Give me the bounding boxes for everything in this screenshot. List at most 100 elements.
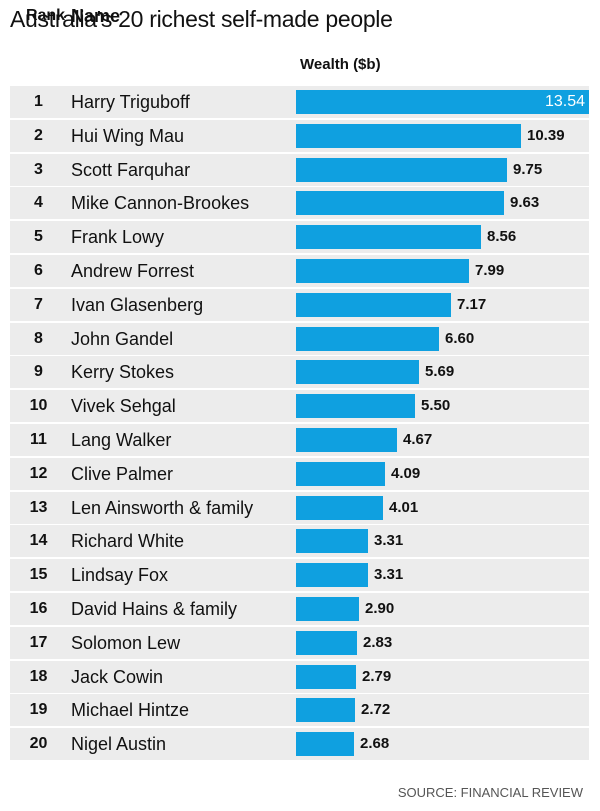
name-label: Kerry Stokes (71, 362, 175, 383)
wealth-bar (296, 563, 368, 588)
table-row: 6 Andrew Forrest 7.99 (10, 255, 589, 287)
name-label: Mike Cannon-Brookes (71, 193, 250, 214)
wealth-value-label: 9.63 (510, 194, 540, 212)
wealth-value-label: 2.68 (360, 735, 390, 753)
name-label: Michael Hintze (71, 700, 190, 721)
rank-label: 3 (34, 160, 43, 178)
rank-label: 19 (29, 701, 48, 719)
wealth-value-label: 4.01 (389, 498, 419, 516)
table-row: 20 Nigel Austin 2.68 (10, 728, 589, 761)
rank-label: 6 (34, 262, 43, 279)
wealth-bar (296, 428, 397, 452)
wealth-bar (296, 664, 356, 689)
name-label: Solomon Lew (71, 632, 181, 653)
wealth-bar (296, 394, 415, 419)
wealth-value-label: 7.99 (475, 262, 505, 279)
wealth-bar (296, 495, 383, 520)
wealth-bar (296, 292, 451, 317)
wealth-bar (296, 326, 439, 351)
table-row: 17 Solomon Lew 2.83 (10, 626, 589, 659)
table-row: 16 David Hains & family 2.90 (10, 593, 589, 625)
name-label: Scott Farquhar (71, 159, 191, 180)
wealth-bar (296, 225, 481, 250)
table-row: 19 Michael Hintze 2.72 (10, 694, 589, 727)
rank-label: 13 (29, 498, 48, 516)
name-label: Len Ainsworth & family (71, 497, 254, 518)
table-row: 18 Jack Cowin 2.79 (10, 660, 589, 693)
table-row: 13 Len Ainsworth & family 4.01 (10, 491, 589, 524)
table-row: 4 Mike Cannon-Brookes 9.63 (10, 187, 589, 220)
rank-label: 9 (34, 363, 43, 381)
wealth-bar (296, 461, 385, 486)
rank-label: 4 (34, 194, 43, 212)
table-row: 8 John Gandel 6.60 (10, 322, 589, 355)
table-row: 12 Clive Palmer 4.09 (10, 457, 589, 490)
table-row: 15 Lindsay Fox 3.31 (10, 559, 589, 592)
wealth-value-label: 3.31 (374, 532, 404, 550)
name-label: Hui Wing Mau (71, 125, 185, 146)
wealth-bar (296, 360, 419, 385)
name-label: Vivek Sehgal (71, 396, 176, 417)
table-row: 11 Lang Walker 4.67 (10, 424, 589, 456)
name-label: David Hains & family (71, 599, 238, 619)
rank-label: 5 (34, 228, 43, 246)
wealth-bar (296, 732, 354, 757)
table-row: 7 Ivan Glasenberg 7.17 (10, 288, 589, 321)
name-label: Clive Palmer (71, 463, 174, 484)
rank-label: 10 (29, 397, 48, 415)
rank-label: 2 (34, 126, 43, 144)
wealth-column-header: Wealth ($b) (300, 56, 381, 73)
name-label: John Gandel (71, 328, 174, 349)
rank-label: 1 (34, 93, 43, 110)
rank-label: 7 (34, 295, 43, 313)
name-label: Andrew Forrest (71, 261, 195, 281)
wealth-value-label: 4.09 (391, 464, 421, 482)
wealth-bar (296, 529, 368, 554)
wealth-value-label: 5.50 (421, 397, 451, 415)
wealth-bar (296, 259, 469, 283)
table-row: 1 Harry Triguboff 13.54 (10, 86, 589, 118)
rank-label: 16 (29, 600, 48, 617)
name-column-header: Name (71, 6, 121, 26)
wealth-bar (296, 597, 359, 621)
rank-label: 17 (29, 633, 48, 651)
wealth-bar (296, 157, 507, 182)
name-label: Ivan Glasenberg (71, 294, 204, 315)
wealth-value-label: 3.31 (374, 566, 404, 584)
rank-label: 11 (30, 431, 47, 448)
wealth-bar (296, 630, 357, 655)
wealth-value-label: 13.54 (544, 93, 585, 110)
table-row: 14 Richard White 3.31 (10, 525, 589, 558)
name-label: Nigel Austin (71, 734, 167, 755)
wealth-value-label: 7.17 (457, 295, 487, 313)
wealth-value-label: 9.75 (513, 160, 543, 178)
rank-label: 20 (29, 735, 48, 753)
wealth-value-label: 5.69 (425, 363, 455, 381)
name-label: Richard White (71, 531, 185, 552)
table-row: 3 Scott Farquhar 9.75 (10, 153, 589, 186)
wealth-value-label: 2.72 (361, 701, 391, 719)
name-label: Harry Triguboff (71, 92, 190, 112)
wealth-value-label: 6.60 (445, 329, 475, 347)
wealth-value-label: 8.56 (487, 228, 517, 246)
wealth-bar (296, 191, 504, 216)
name-label: Frank Lowy (71, 227, 165, 248)
wealth-bar (296, 698, 355, 723)
wealth-value-label: 2.90 (365, 600, 395, 617)
wealth-value-label: 10.39 (527, 126, 565, 144)
name-label: Lang Walker (71, 430, 172, 450)
table-row: 9 Kerry Stokes 5.69 (10, 356, 589, 389)
name-label: Lindsay Fox (71, 565, 169, 586)
wealth-value-label: 2.79 (362, 667, 392, 685)
table-row: 5 Frank Lowy 8.56 (10, 221, 589, 254)
wealth-bar (296, 90, 589, 114)
rank-label: 8 (34, 329, 43, 347)
rank-label: 12 (29, 464, 48, 482)
wealth-value-label: 2.83 (363, 633, 393, 651)
rank-label: 18 (29, 667, 48, 685)
rank-label: 15 (29, 566, 48, 584)
name-label: Jack Cowin (71, 666, 164, 687)
wealth-bar (296, 123, 521, 148)
table-row: 2 Hui Wing Mau 10.39 (10, 119, 589, 152)
rank-column-header: Rank (25, 7, 66, 24)
